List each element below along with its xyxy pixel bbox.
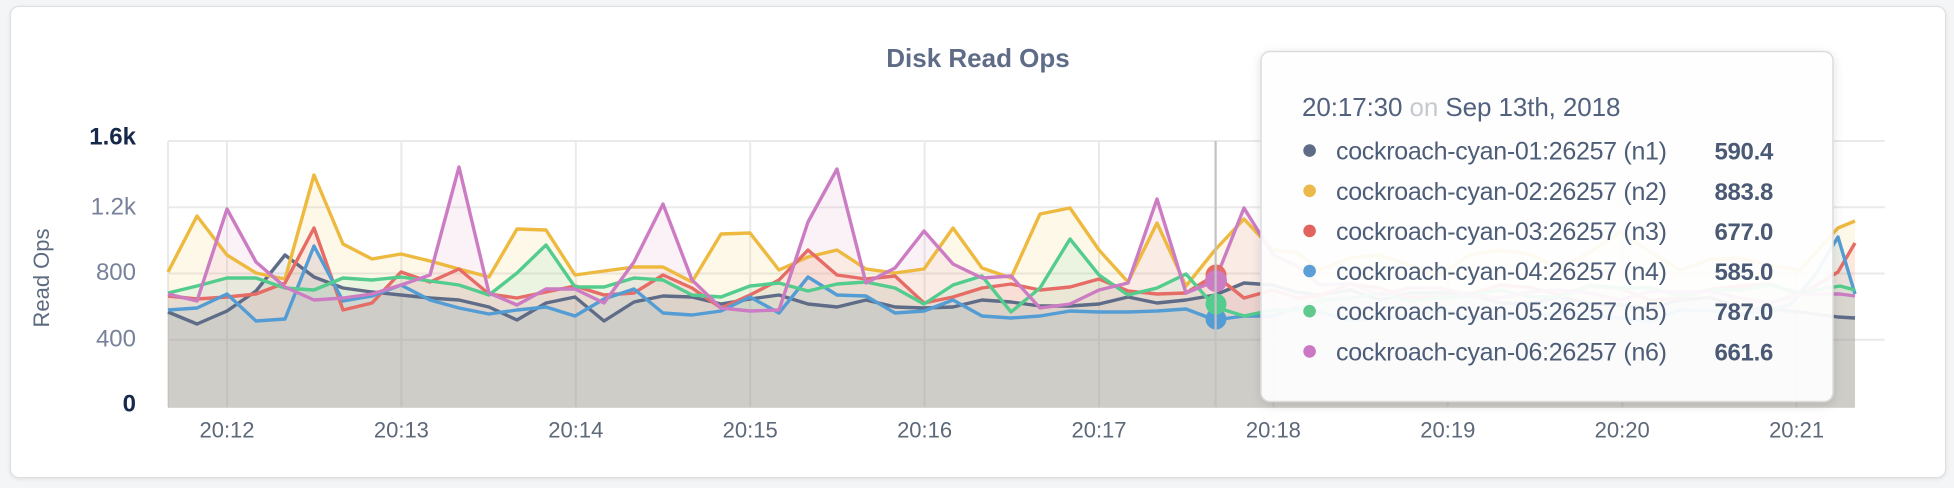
- svg-text:20:12: 20:12: [199, 418, 254, 443]
- svg-text:Disk Read Ops: Disk Read Ops: [886, 43, 1070, 73]
- svg-text:20:16: 20:16: [897, 418, 952, 443]
- svg-text:20:21: 20:21: [1769, 418, 1824, 443]
- svg-text:0: 0: [123, 390, 136, 417]
- svg-text:585.0: 585.0: [1714, 259, 1773, 286]
- svg-text:cockroach-cyan-03:26257 (n3): cockroach-cyan-03:26257 (n3): [1336, 218, 1667, 246]
- svg-text:400: 400: [96, 326, 136, 353]
- svg-text:cockroach-cyan-05:26257 (n5): cockroach-cyan-05:26257 (n5): [1336, 298, 1667, 326]
- svg-text:20:13: 20:13: [374, 418, 429, 443]
- svg-text:787.0: 787.0: [1714, 299, 1773, 326]
- svg-text:Read Ops: Read Ops: [29, 228, 54, 327]
- svg-text:cockroach-cyan-02:26257 (n2): cockroach-cyan-02:26257 (n2): [1336, 178, 1667, 206]
- svg-text:20:15: 20:15: [723, 418, 778, 443]
- svg-text:677.0: 677.0: [1714, 219, 1773, 246]
- svg-text:20:19: 20:19: [1420, 418, 1475, 443]
- svg-text:1.6k: 1.6k: [89, 124, 136, 151]
- svg-text:cockroach-cyan-04:26257 (n4): cockroach-cyan-04:26257 (n4): [1336, 258, 1667, 286]
- svg-text:20:17:30 on Sep 13th, 2018: 20:17:30 on Sep 13th, 2018: [1302, 92, 1620, 122]
- svg-text:20:20: 20:20: [1595, 418, 1650, 443]
- svg-text:800: 800: [96, 259, 136, 286]
- svg-text:883.8: 883.8: [1714, 179, 1773, 206]
- svg-text:cockroach-cyan-06:26257 (n6): cockroach-cyan-06:26257 (n6): [1336, 338, 1667, 366]
- svg-text:cockroach-cyan-01:26257 (n1): cockroach-cyan-01:26257 (n1): [1336, 138, 1667, 166]
- svg-text:661.6: 661.6: [1714, 339, 1773, 366]
- svg-text:1.2k: 1.2k: [91, 194, 137, 221]
- svg-text:590.4: 590.4: [1714, 139, 1774, 166]
- svg-text:20:18: 20:18: [1246, 418, 1301, 443]
- svg-text:20:14: 20:14: [548, 418, 603, 443]
- svg-text:20:17: 20:17: [1071, 418, 1126, 443]
